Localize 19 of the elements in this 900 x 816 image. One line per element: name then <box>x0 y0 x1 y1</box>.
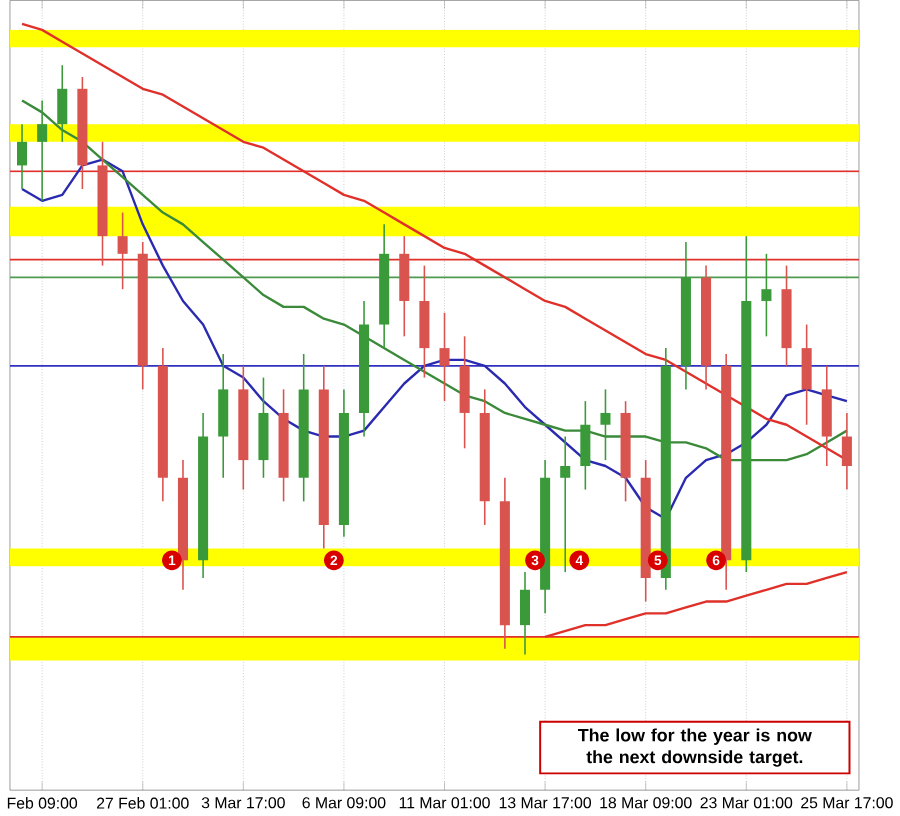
candlestick <box>841 412 852 491</box>
candlestick <box>218 353 229 479</box>
candlestick <box>519 571 531 656</box>
candlestick <box>560 436 571 574</box>
candlestick <box>600 388 611 462</box>
candlestick <box>37 100 48 202</box>
candlestick <box>17 123 28 191</box>
text: The low for the year is now the next downside target. <box>578 728 812 768</box>
candlestick <box>761 253 772 338</box>
candlestick <box>580 400 591 491</box>
candlestick <box>117 212 128 291</box>
candlestick <box>399 235 410 338</box>
candlestick <box>439 312 450 403</box>
candlestick <box>801 324 812 426</box>
candlestick <box>459 335 470 450</box>
candlestick <box>821 365 832 468</box>
candlestick <box>258 377 269 479</box>
candlestick <box>57 64 68 143</box>
candlestick <box>419 265 430 379</box>
